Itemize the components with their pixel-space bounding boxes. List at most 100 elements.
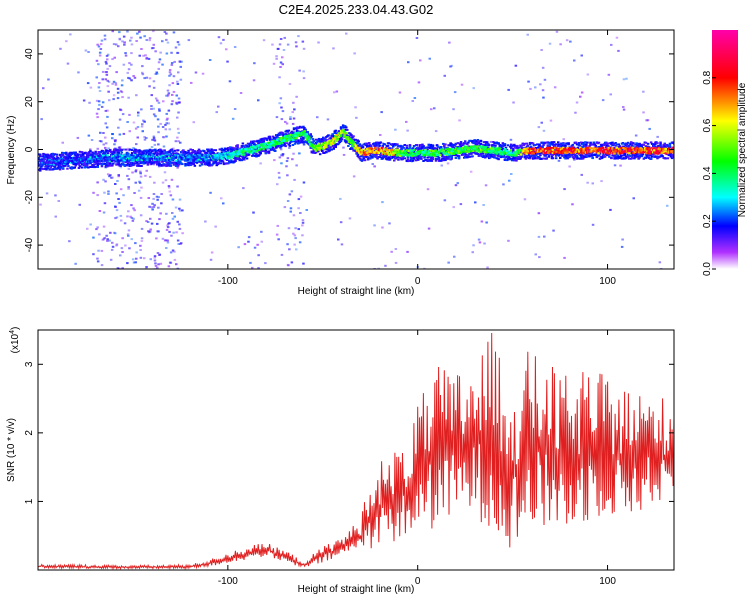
spectrogram-band-cell [55,155,59,158]
spectrogram-noise-cell [175,103,179,105]
spectrogram-band-cell [100,165,104,168]
spectrogram-noise-cell [446,162,450,165]
spectrogram-band-cell [531,142,535,145]
spectrogram-ridge-cell [47,163,50,166]
spectrogram-noise-cell [174,206,178,209]
spectrogram-noise-cell [538,256,541,259]
spectrogram-band-cell [242,157,246,160]
spectrogram-noise-cell [419,59,422,62]
spectrogram-noise-cell [139,170,142,173]
spectrogram-noise-cell [118,267,121,269]
spectrogram-band-cell [671,154,674,157]
spectrogram-noise-cell [181,232,184,235]
spectrogram-noise-cell [114,217,117,220]
spectrogram-band-cell [479,139,483,142]
spectrogram-band-cell [396,143,399,146]
spectrogram-band-cell [595,156,599,159]
spectrogram-noise-cell [173,258,177,261]
spectrogram-noise-cell [477,238,481,241]
spectrogram-band-cell [479,153,483,155]
spectrogram-band-cell [440,146,443,148]
spectrogram-noise-cell [127,167,131,170]
spectrogram-ridge-cell [180,156,183,159]
spectrogram-band-cell [238,159,241,162]
spectrogram-noise-cell [105,62,108,65]
spectrogram-band-cell [555,152,559,155]
spectrogram-noise-cell [177,43,181,46]
spectrogram-noise-cell [178,227,182,230]
spectrogram-band-cell [672,142,674,145]
spectrogram-band-cell [466,156,469,159]
spectrogram-band-cell [388,147,392,150]
spectrogram-band-cell [41,158,44,161]
spectrogram-band-cell [161,150,164,153]
spectrogram-noise-cell [332,47,335,50]
spectrogram-band-cell [253,143,256,146]
spectrogram-noise-cell [152,193,156,195]
spectrogram-noise-cell [119,219,123,222]
spectrogram-band-cell [411,147,415,150]
spectrogram-ridge-cell [90,158,93,161]
spectrogram-noise-cell [591,223,595,226]
spectrogram-band-cell [389,155,393,157]
spectrogram-band-cell [641,153,644,156]
spectrogram-band-cell [645,155,649,158]
spectrogram-band-cell [259,152,262,155]
spectrogram-noise-cell [155,72,159,75]
spectrogram-noise-cell [176,80,179,83]
spectrogram-noise-cell [557,159,561,162]
spectrogram-band-cell [583,155,586,158]
spectrogram-noise-cell [293,243,296,246]
spectrogram-noise-cell [165,112,168,115]
spectrogram-band-cell [162,164,165,167]
spectrogram-band-cell [388,158,392,161]
spectrogram-noise-cell [87,134,91,137]
spectrogram-noise-cell [170,234,173,237]
spectrogram-noise-cell [150,47,154,50]
spectrogram-ridge-cell [81,159,84,163]
spectrogram-noise-cell [167,186,171,189]
spectrogram-noise-cell [281,153,285,156]
spectrogram-noise-cell [105,54,109,57]
spectrogram-band-cell [637,157,640,160]
spectrogram-band-cell [94,165,97,168]
spectrogram-band-cell [39,167,42,170]
spectrogram-noise-cell [150,222,154,225]
spectrogram-noise-cell [568,165,571,168]
spectrogram-noise-cell [106,79,109,82]
spectrogram-band-cell [437,157,441,159]
spectrogram-noise-cell [452,206,455,209]
spectrogram-band-cell [501,147,505,150]
spectrogram-ridge-cell [63,159,66,162]
spectrogram-noise-cell [335,90,339,93]
spectrogram-noise-cell [471,251,474,254]
spectrogram-noise-cell [101,70,105,73]
spectrogram-ridge-cell [162,156,165,159]
spectrogram-band-cell [53,164,57,167]
spectrogram-noise-cell [160,202,163,205]
spectrogram-ridge-cell [67,157,71,160]
spectrogram-noise-cell [134,170,137,173]
spectrogram-band-cell [376,157,379,160]
spectrogram-noise-cell [552,229,555,232]
spectrogram-ridge-cell [196,159,199,162]
spectrogram-noise-cell [106,85,110,88]
spectrogram-noise-cell [117,146,121,149]
spectrogram-band-cell [146,161,150,164]
spectrogram-band-cell [132,162,135,165]
spectrogram-band-cell [459,142,463,144]
spectrogram-noise-cell [163,171,167,174]
spectrogram-noise-cell [117,174,120,177]
spectrogram-noise-cell [169,73,173,76]
spectrogram-band-cell [76,153,80,156]
spectrogram-noise-cell [152,197,155,200]
spectrogram-band-cell [233,147,236,150]
spectrogram-ridge-cell [174,156,178,159]
spectrogram-noise-cell [133,209,136,212]
spectrogram-noise-cell [147,57,151,60]
spectrogram-noise-cell [111,137,114,140]
spectrogram-noise-cell [289,210,292,213]
spectrogram-ridge-cell [65,156,68,160]
spectrogram-noise-cell [134,242,137,245]
spectrogram-band-cell [265,150,269,153]
